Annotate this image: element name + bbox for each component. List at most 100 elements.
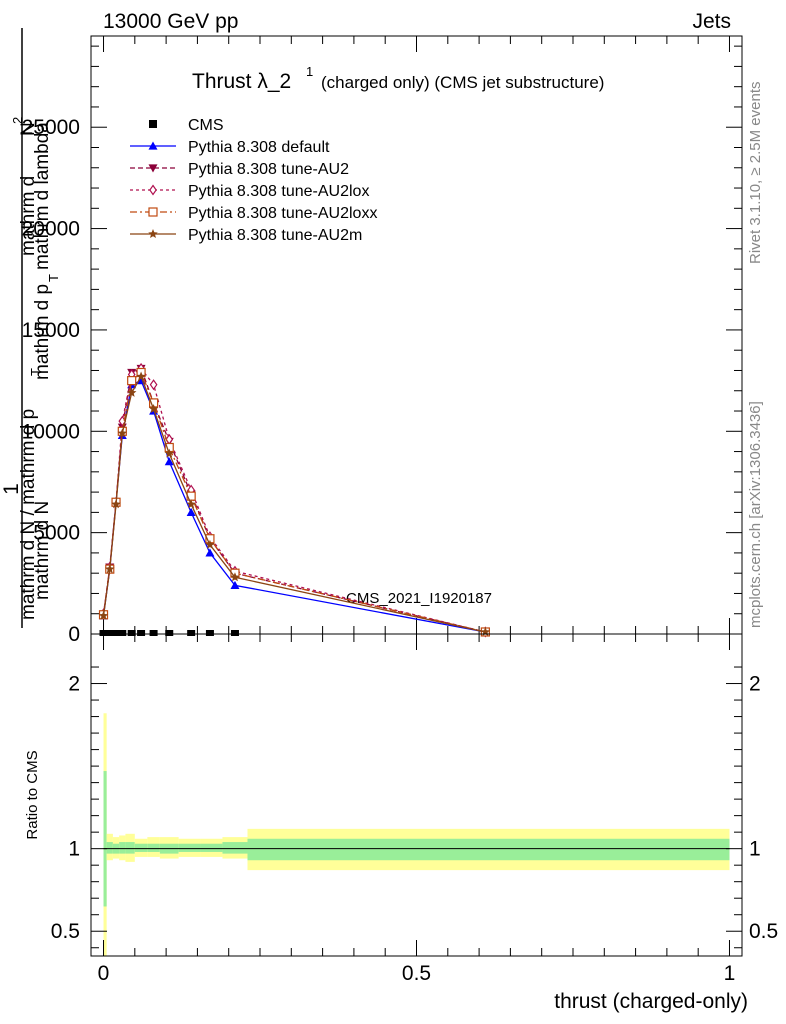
data-point bbox=[112, 630, 121, 636]
ratio-y-tick-label: 0.5 bbox=[51, 920, 80, 943]
mcplots-label: mcplots.cern.ch [arXiv:1306.3436] bbox=[747, 401, 764, 628]
ylabel-lower-sub: T bbox=[28, 368, 43, 376]
data-point bbox=[148, 207, 158, 217]
data-point bbox=[230, 580, 240, 589]
data-point bbox=[149, 120, 157, 128]
data-point bbox=[117, 428, 128, 438]
ratio-band-inner bbox=[178, 843, 201, 852]
legend-item: Pythia 8.308 tune-AU2loxx bbox=[130, 205, 377, 222]
legend-label: CMS bbox=[188, 117, 224, 134]
ylabel-den-rest: mathrm d lambda bbox=[32, 122, 53, 270]
y-tick-label: 20000 bbox=[22, 218, 80, 241]
x-axis-label: thrust (charged-only) bbox=[554, 990, 748, 1013]
data-point bbox=[148, 141, 158, 150]
data-point bbox=[205, 539, 215, 549]
data-point bbox=[148, 403, 159, 414]
legend-item: CMS bbox=[149, 117, 224, 134]
data-point bbox=[187, 630, 196, 636]
legend-label: Pythia 8.308 tune-AU2m bbox=[188, 227, 362, 244]
plot-title: Thrust λ_2 1 (charged only) (CMS jet sub… bbox=[192, 64, 604, 93]
ylabel-den-top: mathrm d p bbox=[32, 284, 53, 380]
data-point bbox=[105, 630, 114, 636]
data-point bbox=[186, 499, 196, 509]
ratio-band-inner bbox=[119, 842, 126, 854]
header-energy: 13000 GeV pp bbox=[103, 10, 238, 33]
x-tick-label: 0 bbox=[98, 962, 110, 985]
legend-item: Pythia 8.308 default bbox=[130, 139, 330, 156]
data-point bbox=[98, 610, 109, 620]
ratio-band-inner bbox=[247, 838, 730, 861]
data-point bbox=[164, 457, 174, 466]
ratio-y-tick-label: 1 bbox=[68, 838, 80, 861]
ylabel-num-top: mathrm d bbox=[18, 176, 39, 256]
ratio-band-inner bbox=[125, 842, 135, 854]
data-point bbox=[118, 630, 127, 636]
ratio-band-inner bbox=[200, 843, 223, 852]
data-point bbox=[111, 499, 121, 509]
data-point bbox=[127, 630, 136, 636]
main-tick-labels: 0 5000 10000 15000 20000 25000 bbox=[22, 116, 80, 646]
data-point bbox=[149, 630, 158, 636]
ratio-band-inner bbox=[147, 843, 160, 852]
y-tick-label: 0 bbox=[68, 623, 80, 646]
legend-label: Pythia 8.308 default bbox=[188, 139, 330, 156]
ratio-bands bbox=[103, 713, 730, 956]
series-line bbox=[102, 371, 486, 633]
data-point bbox=[149, 379, 158, 391]
ylabel-lower-num: mathrm d N bbox=[32, 501, 53, 600]
data-point bbox=[148, 229, 158, 239]
legend-item: Pythia 8.308 tune-AU2 bbox=[130, 161, 349, 178]
rivet-label: Rivet 3.1.10, ≥ 2.5M events bbox=[747, 82, 764, 265]
ratio-plot-frame bbox=[90, 633, 743, 957]
data-point bbox=[137, 630, 146, 636]
ratio-y-tick-label: 2 bbox=[68, 673, 80, 696]
ylabel-num-n: N bbox=[18, 122, 39, 136]
data-point bbox=[136, 371, 146, 381]
data-point bbox=[164, 448, 175, 458]
data-point bbox=[230, 630, 239, 636]
y-tick-label: 5000 bbox=[33, 522, 80, 545]
analysis-watermark: CMS_2021_I1920187 bbox=[346, 590, 492, 607]
data-point bbox=[230, 572, 240, 582]
main-ylabel: 1 mathrm d 2 N mathrm d p T mathrm d lam… bbox=[0, 28, 61, 628]
ratio-band-inner bbox=[222, 842, 248, 854]
series-line bbox=[102, 367, 486, 633]
series-cms bbox=[99, 630, 239, 636]
data-point bbox=[480, 626, 491, 637]
series-line bbox=[102, 375, 486, 633]
title-main: Thrust λ_2 bbox=[192, 70, 291, 93]
title-sup: 1 bbox=[306, 64, 313, 79]
ratio-y-tick-label-right: 2 bbox=[749, 673, 761, 696]
header-process: Jets bbox=[692, 10, 731, 33]
legend-item: Pythia 8.308 tune-AU2m bbox=[130, 227, 362, 244]
legend-item: Pythia 8.308 tune-AU2lox bbox=[130, 183, 369, 200]
y-tick-label: 25000 bbox=[22, 116, 80, 139]
ratio-band-inner bbox=[106, 842, 113, 854]
ratio-band-inner bbox=[103, 771, 107, 907]
data-point bbox=[149, 184, 157, 196]
legend-label: Pythia 8.308 tune-AU2 bbox=[188, 161, 349, 178]
data-point bbox=[165, 630, 174, 636]
title-rest: (charged only) (CMS jet substructure) bbox=[321, 73, 604, 92]
ylabel-one: 1 bbox=[0, 483, 23, 495]
data-point bbox=[99, 630, 108, 636]
ylabel-den-sub: T bbox=[46, 274, 61, 282]
data-point bbox=[126, 387, 137, 397]
ratio-y-tick-label-right: 1 bbox=[749, 838, 761, 861]
data-point bbox=[127, 376, 137, 386]
legend-label: Pythia 8.308 tune-AU2lox bbox=[188, 183, 369, 200]
data-point bbox=[205, 548, 215, 557]
ratio-y-tick-label-right: 0.5 bbox=[749, 920, 778, 943]
x-tick-label: 0.5 bbox=[402, 962, 431, 985]
data-point bbox=[148, 164, 158, 173]
ylabel-num-sup: 2 bbox=[10, 117, 25, 124]
ratio-ylabel: Ratio to CMS bbox=[24, 750, 41, 839]
y-tick-label: 15000 bbox=[22, 319, 80, 342]
series-5 bbox=[98, 371, 491, 637]
y-tick-label: 10000 bbox=[22, 420, 80, 443]
ylabel-full-den: mathrm d N / mathrm d p bbox=[18, 409, 39, 620]
ratio-axes bbox=[91, 634, 742, 956]
data-point bbox=[205, 630, 214, 636]
legend: CMS Pythia 8.308 default Pythia 8.308 tune… bbox=[130, 117, 377, 244]
